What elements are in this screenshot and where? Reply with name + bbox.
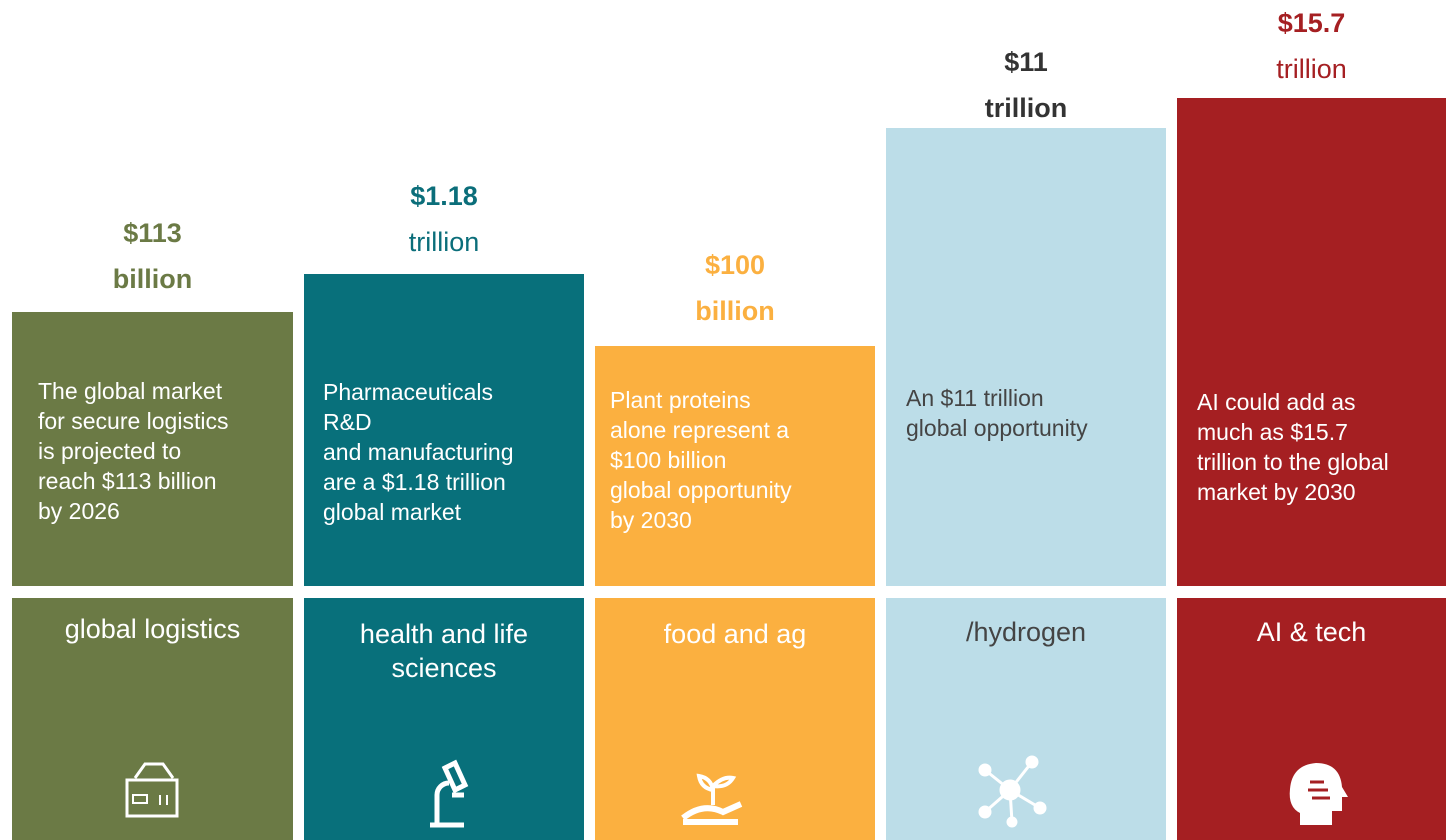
column-description: trillion to the global [1197, 449, 1389, 475]
column-description: AI could add as [1197, 389, 1356, 415]
column-category: food and ag [664, 619, 807, 649]
column-unit: billion [695, 296, 774, 326]
column-category: /hydrogen [966, 617, 1086, 647]
column-description: and manufacturing [323, 439, 514, 465]
column-upper [1177, 98, 1446, 586]
column-value: $100 [705, 250, 765, 280]
column-description: global opportunity [906, 415, 1088, 441]
column-description: An $11 trillion [906, 385, 1044, 411]
column-unit: billion [113, 264, 192, 294]
column-upper [595, 346, 875, 586]
column-value: $113 [123, 218, 182, 248]
column-upper [886, 128, 1166, 586]
column-category: AI & tech [1257, 617, 1367, 647]
column-lower [12, 598, 293, 840]
column-upper [304, 274, 584, 586]
plant-hand-icon [681, 773, 743, 825]
column-value: $15.7 [1278, 8, 1346, 38]
column-category: health and life [360, 619, 528, 649]
column-description: Plant proteins [610, 387, 751, 413]
column-description: The global market [38, 378, 223, 404]
column-description: market by 2030 [1197, 479, 1356, 505]
column-upper [12, 312, 293, 586]
column-description: global market [323, 499, 462, 525]
column-description: for secure logistics [38, 408, 228, 434]
column-description: much as $15.7 [1197, 419, 1348, 445]
column-description: are a $1.18 trillion [323, 469, 506, 495]
column-description: reach $113 billion [38, 468, 217, 494]
ai-head-icon [1289, 763, 1348, 825]
icons [125, 755, 1348, 828]
column-value: $11 [1004, 47, 1048, 77]
column-unit: trillion [409, 227, 480, 257]
box-icon [125, 762, 179, 818]
column-description: Pharmaceuticals [323, 379, 493, 405]
column-description: by 2030 [610, 507, 692, 533]
column-description: global opportunity [610, 477, 792, 503]
molecule-icon [978, 755, 1047, 828]
column-lower [595, 598, 875, 840]
column-description: alone represent a [610, 417, 789, 443]
column-lower [304, 598, 584, 840]
column-description: is projected to [38, 438, 181, 464]
column-unit: trillion [985, 93, 1068, 123]
column-value: $1.18 [410, 181, 478, 211]
microscope-icon [430, 759, 469, 828]
column-description: R&D [323, 409, 372, 435]
column-description: $100 billion [610, 447, 726, 473]
divider [30, 588, 293, 594]
columns: $113 billion The global market for secure l… [12, 8, 1446, 840]
column-category: sciences [391, 653, 496, 683]
column-unit: trillion [1276, 54, 1347, 84]
column-category: global logistics [65, 614, 241, 644]
column-description: by 2026 [38, 498, 120, 524]
